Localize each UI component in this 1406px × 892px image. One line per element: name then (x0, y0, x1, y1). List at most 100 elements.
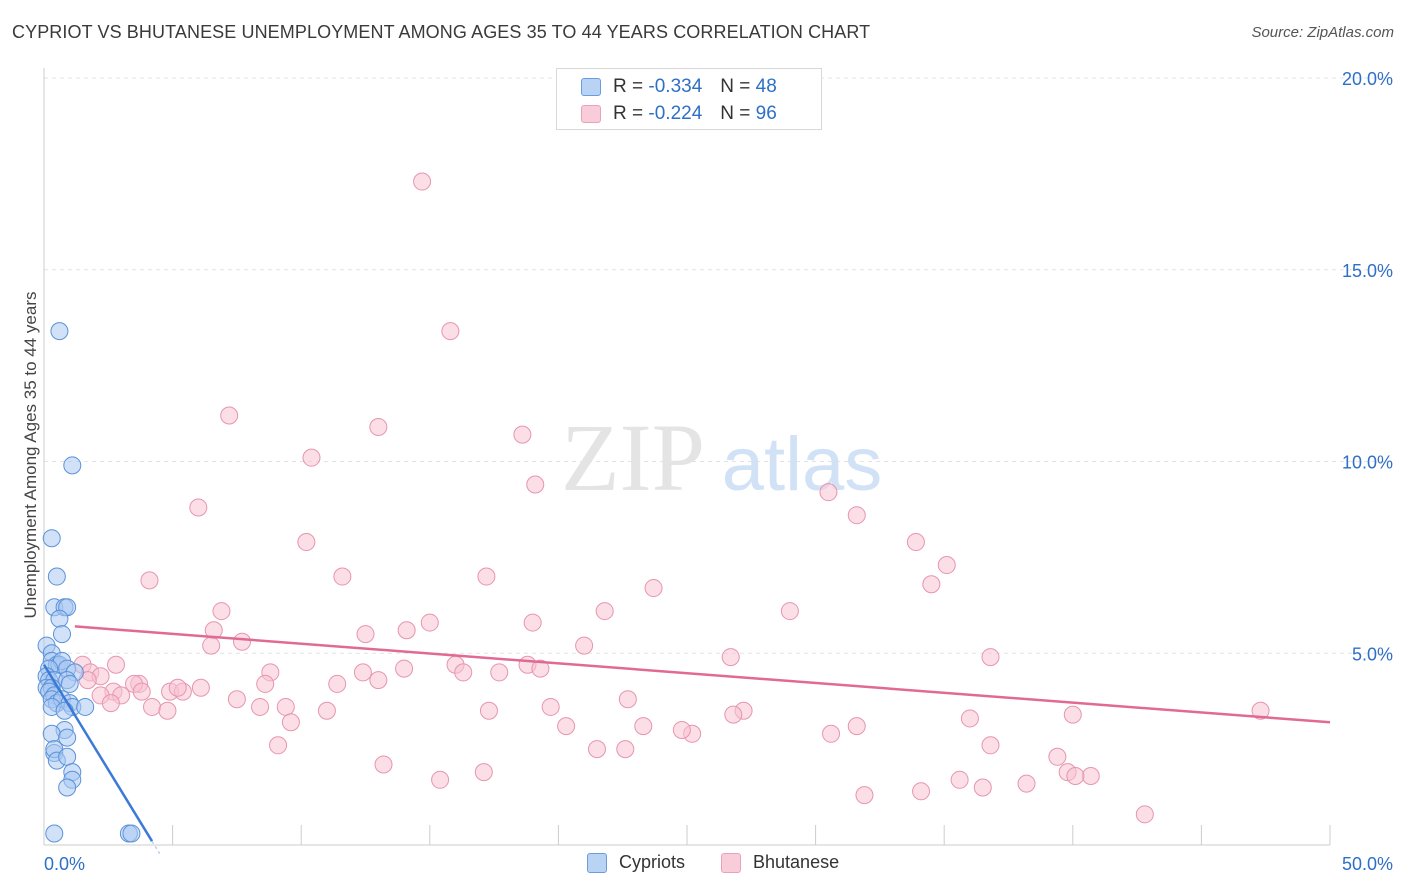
cypriots-point (60, 674, 79, 693)
legend-r-label: R = (613, 76, 644, 97)
chart-title: CYPRIOT VS BHUTANESE UNEMPLOYMENT AMONG … (12, 22, 871, 42)
cypriots-point (45, 824, 64, 843)
bhutanese-point (356, 625, 375, 644)
cypriots-point (50, 322, 69, 341)
bhutanese-point (353, 663, 372, 682)
bhutanese-point (1081, 766, 1100, 785)
bhutanese-point (618, 690, 637, 709)
cypriots-point (53, 625, 72, 644)
bhutanese-point (526, 475, 545, 494)
bhutanese-point (420, 613, 439, 632)
bhutanese-point (269, 736, 288, 755)
cypriots-point (55, 701, 74, 720)
cypriots-point (58, 747, 77, 766)
bhutanese-point (101, 694, 120, 713)
bhutanese-point (634, 717, 653, 736)
bhutanese-point (780, 602, 799, 621)
bhutanese-point (819, 483, 838, 502)
legend-n-label: N = (720, 103, 751, 124)
cypriots-point (122, 824, 141, 843)
x-tick-label: 50.0% (1342, 854, 1393, 874)
bhutanese-point (1048, 747, 1067, 766)
cypriots-point (42, 529, 61, 548)
bhutanese-point (281, 713, 300, 732)
cypriots-point (50, 609, 69, 628)
bhutanese-point (1135, 805, 1154, 824)
bhutanese-point (644, 579, 663, 598)
watermark-zip: ZIP (561, 404, 705, 511)
y-tick-label: 20.0% (1342, 69, 1393, 89)
axes (43, 68, 1331, 846)
bhutanese-point (107, 655, 126, 674)
bhutanese-point (202, 636, 221, 655)
bhutanese-point (212, 602, 231, 621)
bhutanese-point (1251, 701, 1270, 720)
bhutanese-point (721, 648, 740, 667)
bhutanese-point (333, 567, 352, 586)
legend-item-cypriots: Cypriots (587, 852, 685, 873)
bhutanese-point (973, 778, 992, 797)
bhutanese-point (960, 709, 979, 728)
series-legend: Cypriots Bhutanese (587, 852, 875, 873)
bhutanese-point (395, 659, 414, 678)
bhutanese-point (513, 425, 532, 444)
bhutanese-point (523, 613, 542, 632)
legend-r-value-cypriots: -0.334 (648, 76, 703, 97)
bhutanese-point (541, 697, 560, 716)
legend-n-value-bhutanese: 96 (755, 103, 777, 124)
bhutanese-point (474, 763, 493, 782)
bhutanese-point (328, 674, 347, 693)
legend-swatch-bhutanese (581, 105, 601, 123)
bhutanese-point (557, 717, 576, 736)
x-tick-label: 0.0% (44, 854, 85, 874)
bhutanese-point (189, 498, 208, 517)
bhutanese-point (233, 632, 252, 651)
y-tick-label: 10.0% (1342, 453, 1393, 473)
cypriots-trend-line (42, 664, 154, 842)
bhutanese-point (531, 659, 550, 678)
legend-row-cypriots: R = -0.334 N = 48 (581, 75, 777, 99)
cypriots-point (42, 724, 61, 743)
bhutanese-point (374, 755, 393, 774)
bhutanese-point (302, 448, 321, 467)
y-tick-label: 15.0% (1342, 261, 1393, 281)
source-label: Source: ZipAtlas.com (1251, 24, 1394, 41)
bhutanese-point (1066, 766, 1085, 785)
bhutanese-point (317, 701, 336, 720)
bhutanese-point (441, 322, 460, 341)
bhutanese-point (672, 720, 691, 739)
y-axis-label: Unemployment Among Ages 35 to 44 years (21, 291, 40, 619)
bhutanese-point (616, 740, 635, 759)
bhutanese-point (1017, 774, 1036, 793)
legend-label-cypriots: Cypriots (619, 852, 686, 872)
bhutanese-point (431, 770, 450, 789)
bhutanese-point (168, 678, 187, 697)
legend-r-label: R = (613, 103, 644, 124)
bhutanese-point (822, 724, 841, 743)
bhutanese-point (847, 506, 866, 525)
bhutanese-point (981, 736, 1000, 755)
legend-swatch-bhutanese (721, 852, 742, 873)
bhutanese-point (158, 701, 177, 720)
cypriots-points (37, 322, 141, 843)
legend-r-value-bhutanese: -0.224 (648, 103, 703, 124)
bhutanese-point (256, 674, 275, 693)
bhutanese-point (477, 567, 496, 586)
cypriots-point (58, 778, 77, 797)
bhutanese-point (191, 678, 210, 697)
legend-swatch-cypriots (581, 78, 601, 96)
bhutanese-point (251, 697, 270, 716)
bhutanese-point (724, 705, 743, 724)
bhutanese-points (73, 172, 1270, 824)
bhutanese-point (912, 782, 931, 801)
legend-row-bhutanese: R = -0.224 N = 96 (581, 102, 777, 126)
bhutanese-point (140, 571, 159, 590)
bhutanese-point (595, 602, 614, 621)
bhutanese-point (454, 663, 473, 682)
bhutanese-point (855, 786, 874, 805)
bhutanese-point (490, 663, 509, 682)
bhutanese-point (937, 556, 956, 575)
bhutanese-point (1063, 705, 1082, 724)
bhutanese-point (847, 717, 866, 736)
